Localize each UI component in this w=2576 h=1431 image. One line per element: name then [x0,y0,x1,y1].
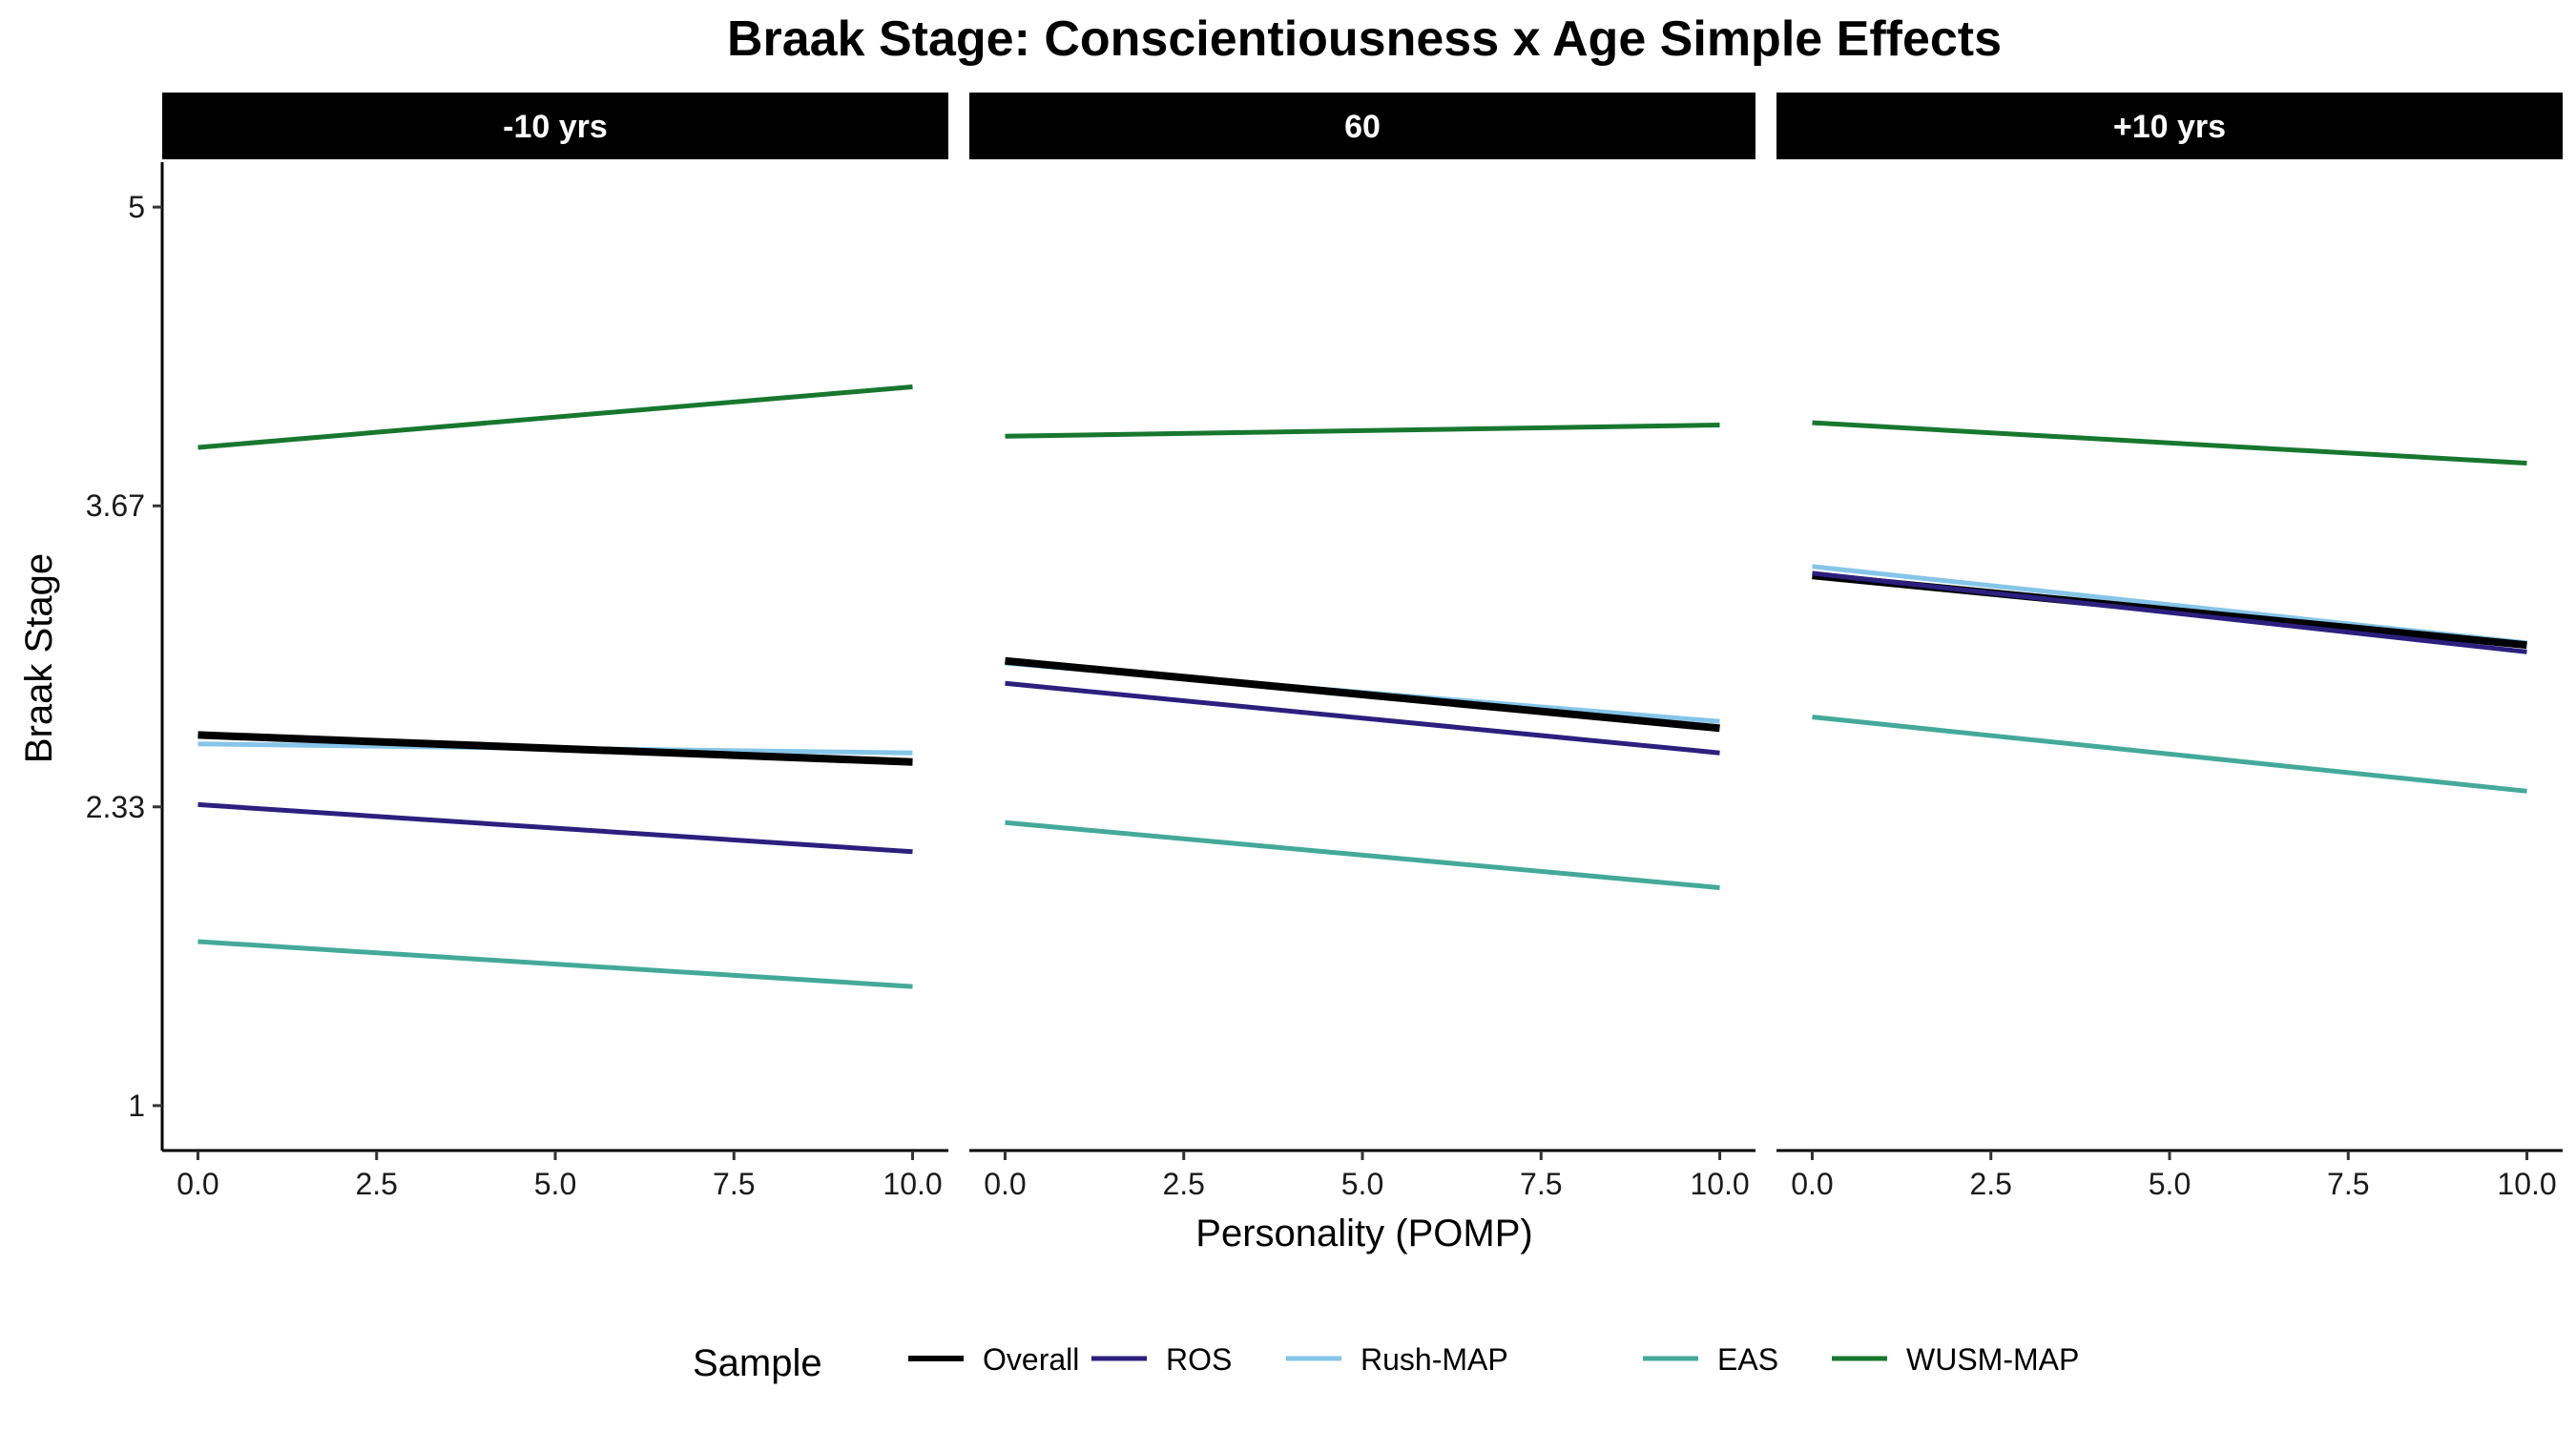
legend-item-wusm-map: WUSM-MAP [1832,1342,2079,1377]
legend-item-rush-map: Rush-MAP [1286,1342,1508,1377]
legend-label: Rush-MAP [1361,1342,1508,1377]
x-tick-label: 2.5 [1162,1167,1204,1201]
facet-strip [969,93,1755,159]
x-tick-label: 0.0 [984,1167,1026,1201]
y-axis-title: Braak Stage [18,553,60,763]
x-tick-label: 10.0 [2497,1167,2556,1201]
legend: Sample Overall ROS Rush-MAP EAS WUSM-MAP [693,1342,2079,1384]
legend-label: WUSM-MAP [1906,1342,2079,1377]
legend-label: ROS [1166,1342,1232,1377]
facet-panel-10-yrs: +10 yrs 0.0 2.5 5.0 7.5 10.0 [1776,93,2563,1201]
x-tick-label: 7.5 [1520,1167,1562,1201]
legend-item-eas: EAS [1643,1342,1778,1377]
x-axis-title: Personality (POMP) [1195,1213,1532,1255]
series-line-ros [197,801,913,855]
y-tick-label: 5 [128,190,145,224]
chart-title: Braak Stage: Conscientiousness x Age Sim… [727,11,2002,67]
series-line-eas [197,939,913,989]
y-tick-label: 2.33 [86,790,145,824]
facet-panel-10-yrs: -10 yrs 0.0 2.5 5.0 7.5 10.0 [162,93,948,1201]
series-line-ros [1005,680,1720,756]
legend-item-overall: Overall [908,1342,1079,1377]
legend-label: EAS [1717,1342,1778,1377]
legend-item-ros: ROS [1091,1342,1232,1377]
series-line-wusm-map [1005,423,1720,439]
x-tick-label: 0.0 [1791,1167,1833,1201]
x-tick-label: 10.0 [883,1167,942,1201]
facet-strip [162,93,948,159]
series-line-wusm-map [197,384,913,450]
legend-title: Sample [693,1342,822,1384]
y-axis: 1 2.33 3.67 5 [86,162,164,1151]
x-tick-label: 7.5 [713,1167,755,1201]
x-tick-label: 7.5 [2327,1167,2369,1201]
x-tick-label: 2.5 [1969,1167,2011,1201]
facet-strip-label: -10 yrs [503,109,608,145]
x-tick-label: 10.0 [1690,1167,1749,1201]
facet-strip-label: 60 [1344,109,1381,145]
series-line-eas [1812,715,2527,794]
facet-strip-label: +10 yrs [2113,109,2226,145]
x-tick-label: 5.0 [534,1167,576,1201]
series-line-overall [197,731,913,766]
x-tick-label: 5.0 [2149,1167,2191,1201]
series-line-overall [1005,656,1720,733]
legend-label: Overall [983,1342,1079,1377]
series-line-wusm-map [1812,420,2527,466]
x-tick-label: 2.5 [355,1167,397,1201]
x-tick-label: 5.0 [1341,1167,1383,1201]
facet-strip [1776,93,2563,159]
series-line-ros [1812,570,2527,654]
series-line-eas [1005,819,1720,890]
y-tick-label: 1 [128,1089,145,1123]
y-tick-label: 3.67 [86,488,145,523]
facet-panel-60: 60 0.0 2.5 5.0 7.5 10.0 [969,93,1755,1201]
x-tick-label: 0.0 [177,1167,218,1201]
facet-panels: -10 yrs 0.0 2.5 5.0 7.5 10.0 60 0.0 2.5 5.0 7.5 10.… [162,93,2563,1201]
